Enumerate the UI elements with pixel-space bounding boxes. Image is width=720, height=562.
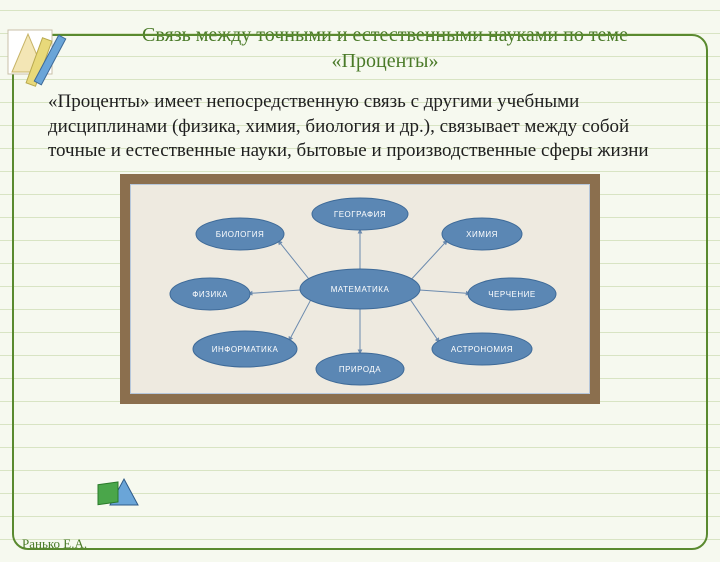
node-phys: ФИЗИКА: [170, 278, 250, 310]
concept-map: МАТЕМАТИКА ГЕОГРАФИЯ БИОЛОГИЯ ХИМИЯ ФИЗИКА ЧЕ…: [130, 184, 590, 394]
svg-text:ФИЗИКА: ФИЗИКА: [192, 290, 228, 299]
node-geo: ГЕОГРАФИЯ: [312, 198, 408, 230]
node-inf: ИНФОРМАТИКА: [193, 331, 297, 367]
edge: [408, 297, 439, 342]
node-bio: БИОЛОГИЯ: [196, 218, 284, 250]
svg-text:АСТРОНОМИЯ: АСТРОНОМИЯ: [451, 345, 513, 354]
svg-text:ЧЕРЧЕНИЕ: ЧЕРЧЕНИЕ: [488, 290, 536, 299]
title-line2: «Проценты»: [332, 50, 439, 72]
slide-title: Связь между точными и естественными наук…: [90, 22, 680, 74]
node-chem: ХИМИЯ: [442, 218, 522, 250]
author-footer: Ранько Е.А.: [22, 536, 87, 552]
body-paragraph: «Проценты» имеет непосредственную связь …: [48, 90, 672, 164]
node-astr: АСТРОНОМИЯ: [432, 333, 532, 365]
svg-text:МАТЕМАТИКА: МАТЕМАТИКА: [331, 285, 390, 294]
edge: [248, 290, 306, 294]
node-nat: ПРИРОДА: [316, 353, 404, 385]
svg-text:БИОЛОГИЯ: БИОЛОГИЯ: [216, 230, 264, 239]
svg-text:ХИМИЯ: ХИМИЯ: [466, 230, 498, 239]
svg-text:ИНФОРМАТИКА: ИНФОРМАТИКА: [212, 345, 279, 354]
edge: [414, 290, 470, 294]
edge: [278, 240, 311, 281]
edge: [409, 240, 447, 281]
svg-text:ГЕОГРАФИЯ: ГЕОГРАФИЯ: [334, 210, 386, 219]
node-draw: ЧЕРЧЕНИЕ: [468, 278, 556, 310]
edge: [289, 297, 312, 341]
diagram-frame: МАТЕМАТИКА ГЕОГРАФИЯ БИОЛОГИЯ ХИМИЯ ФИЗИКА ЧЕ…: [120, 174, 600, 404]
decorative-shapes: [96, 475, 144, 516]
corner-decoration: [6, 28, 76, 98]
node-c: МАТЕМАТИКА: [300, 269, 420, 309]
title-line1: Связь между точными и естественными наук…: [142, 24, 628, 46]
svg-text:ПРИРОДА: ПРИРОДА: [339, 365, 381, 374]
